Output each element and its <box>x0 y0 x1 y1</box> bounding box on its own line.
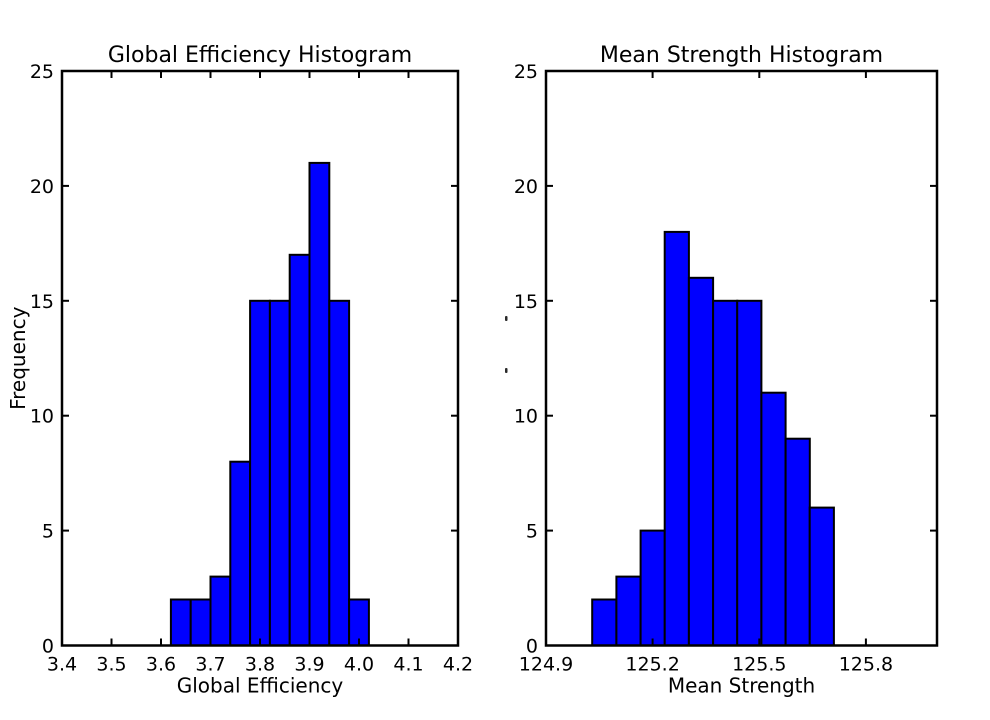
histogram-bar <box>639 529 666 647</box>
chart-title: Global Efficiency Histogram <box>108 43 412 68</box>
x-tick-label: 3.7 <box>195 654 225 676</box>
stray-mark-upper <box>505 316 508 321</box>
x-tick-label: 124.9 <box>519 654 573 676</box>
y-axis-label: Frequency <box>6 306 30 409</box>
y-tick-label: 5 <box>526 521 538 543</box>
histogram-bar <box>189 598 212 647</box>
x-tick-label: 4.2 <box>443 654 473 676</box>
histogram-bar <box>808 506 835 647</box>
x-axis-label: Mean Strength <box>668 674 815 698</box>
histogram-bar <box>209 575 232 647</box>
subplot-mean-strength-histogram: 124.9 125.2 125.5 125.8 0 5 10 15 20 25 Mean Stren… <box>514 43 939 698</box>
y-tick-label: 0 <box>42 636 54 658</box>
x-tick-label: 3.4 <box>47 654 77 676</box>
x-axis-label: Global Efficiency <box>177 674 344 698</box>
y-tick-label: 5 <box>42 521 54 543</box>
histogram-bar <box>591 598 618 647</box>
y-tick-label: 25 <box>30 61 54 83</box>
histogram-bars <box>591 230 835 647</box>
histogram-bars <box>169 161 370 647</box>
y-tick-label: 15 <box>30 291 54 313</box>
histogram-bar <box>229 460 252 647</box>
chart-title: Mean Strength Histogram <box>600 43 883 68</box>
histogram-bar <box>615 575 642 647</box>
x-tick-label: 125.5 <box>732 654 786 676</box>
histogram-bar <box>169 598 192 647</box>
x-tick-label: 3.8 <box>245 654 275 676</box>
tick-marks <box>545 70 937 647</box>
tick-marks <box>61 70 459 647</box>
y-tick-label: 20 <box>30 176 54 198</box>
histogram-bar <box>308 161 331 647</box>
stray-marks <box>505 316 508 373</box>
y-tick-label: 10 <box>514 406 538 428</box>
x-tick-label: 3.6 <box>146 654 176 676</box>
x-tick-label: 125.2 <box>625 654 679 676</box>
histogram-bar <box>760 391 787 647</box>
histogram-bar <box>663 230 690 647</box>
y-tick-label: 20 <box>514 176 538 198</box>
x-tick-label: 125.8 <box>839 654 893 676</box>
histogram-bar <box>736 299 763 647</box>
histogram-bar <box>268 299 291 647</box>
histogram-bar <box>249 299 271 647</box>
histogram-bar <box>328 299 351 647</box>
x-tick-label: 4.0 <box>344 654 374 676</box>
histogram-bar <box>288 253 311 647</box>
histogram-bar <box>784 437 811 647</box>
subplot-global-efficiency-histogram: 3.4 3.5 3.6 3.7 3.8 3.9 4.0 4.1 4.2 0 5 10 15 20 25 Glo… <box>6 43 473 698</box>
x-tick-label: 3.9 <box>294 654 324 676</box>
x-tick-label: 4.1 <box>393 654 423 676</box>
y-tick-label: 15 <box>514 291 538 313</box>
histogram-bar <box>712 299 739 647</box>
y-tick-label: 0 <box>526 636 538 658</box>
y-tick-label: 10 <box>30 406 54 428</box>
x-tick-label: 3.5 <box>96 654 126 676</box>
histogram-bar <box>687 276 715 647</box>
stray-mark-lower <box>505 368 508 373</box>
y-tick-label: 25 <box>514 61 538 83</box>
plot-frame <box>544 69 939 647</box>
